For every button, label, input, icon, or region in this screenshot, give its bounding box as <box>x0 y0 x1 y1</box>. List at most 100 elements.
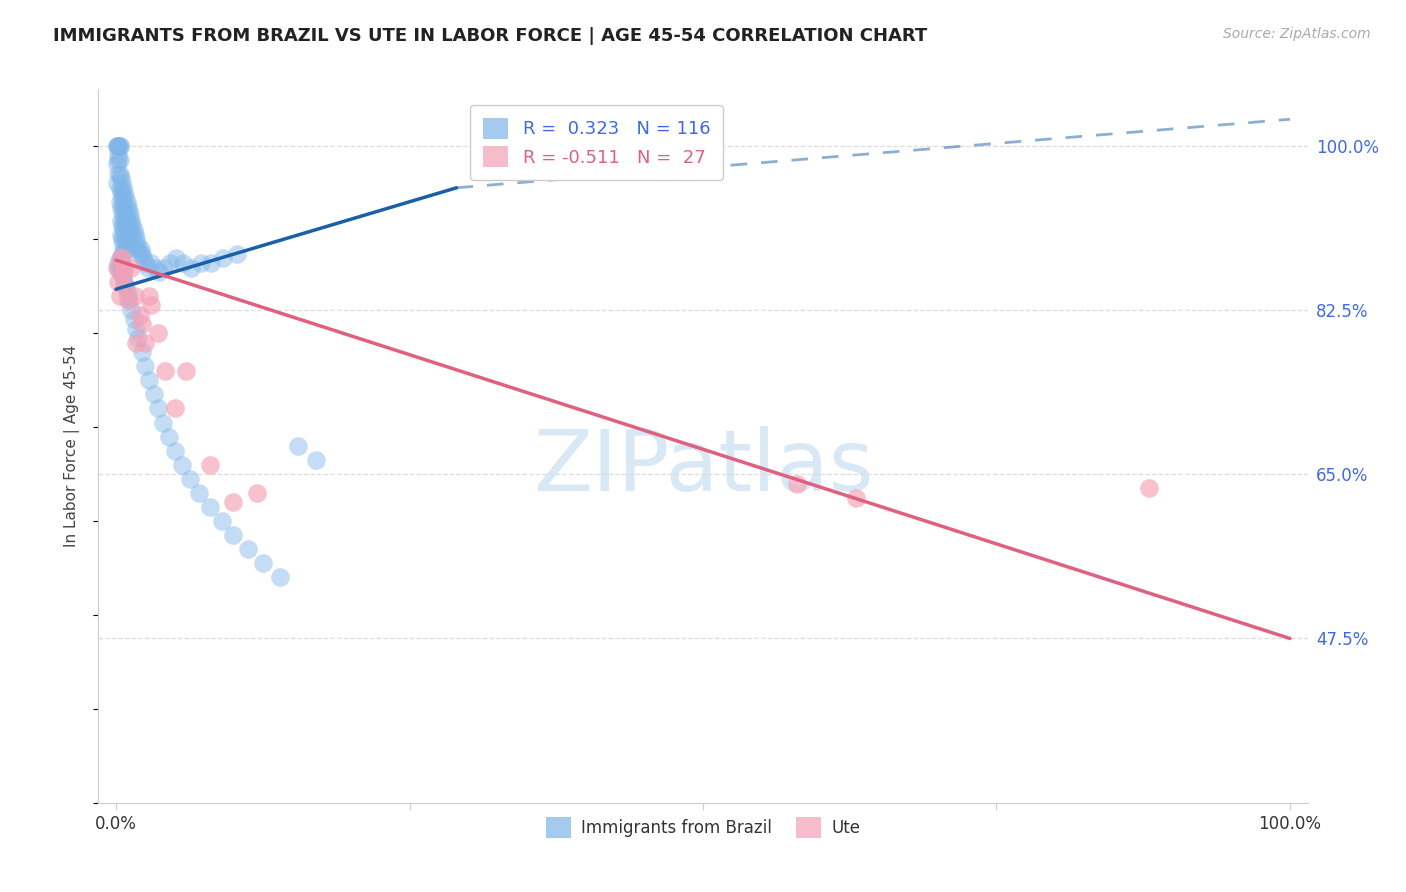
Point <box>114 279 136 293</box>
Text: Source: ZipAtlas.com: Source: ZipAtlas.com <box>1223 27 1371 41</box>
Point <box>114 232 136 246</box>
Point <box>107 138 129 153</box>
Point <box>129 242 152 256</box>
Point <box>117 200 139 214</box>
Point <box>136 260 159 275</box>
Point <box>112 200 135 214</box>
Point <box>115 194 138 209</box>
Point <box>107 153 129 167</box>
Point <box>117 293 139 308</box>
Point <box>128 246 150 260</box>
Point <box>112 260 135 275</box>
Point <box>236 542 259 557</box>
Point <box>112 213 135 227</box>
Point <box>110 227 132 242</box>
Point <box>138 289 160 303</box>
Point <box>148 401 170 416</box>
Point <box>112 270 135 285</box>
Point <box>112 181 135 195</box>
Point <box>124 289 146 303</box>
Point <box>114 190 136 204</box>
Point <box>120 213 142 227</box>
Point <box>108 138 131 153</box>
Point <box>180 260 202 275</box>
Point <box>108 289 131 303</box>
Point <box>107 275 129 289</box>
Point <box>159 256 181 270</box>
Point <box>111 260 134 275</box>
Point <box>118 293 141 308</box>
Point <box>122 237 145 252</box>
Point <box>115 209 138 223</box>
Point <box>114 219 136 233</box>
Point <box>112 186 135 200</box>
Point <box>111 232 134 246</box>
Point <box>115 284 138 298</box>
Point <box>110 200 132 214</box>
Point <box>107 167 129 181</box>
Point <box>120 223 142 237</box>
Point <box>131 345 153 359</box>
Point <box>114 279 136 293</box>
Point <box>157 429 180 443</box>
Point <box>105 138 128 153</box>
Point <box>121 219 143 233</box>
Point <box>110 256 132 270</box>
Point <box>138 373 160 387</box>
Point <box>125 335 148 350</box>
Point <box>117 242 139 256</box>
Point <box>112 209 135 223</box>
Point <box>152 416 174 430</box>
Point <box>134 335 156 350</box>
Point <box>117 213 139 227</box>
Point <box>110 171 132 186</box>
Point <box>176 364 198 378</box>
Point <box>108 153 131 167</box>
Point <box>112 194 135 209</box>
Point <box>190 256 212 270</box>
Point <box>127 237 149 252</box>
Point <box>112 227 135 242</box>
Point <box>111 176 134 190</box>
Point <box>1137 481 1160 495</box>
Point <box>212 251 235 265</box>
Point <box>111 265 134 279</box>
Point <box>148 265 170 279</box>
Point <box>163 443 186 458</box>
Point <box>163 401 186 416</box>
Point <box>105 157 128 171</box>
Point <box>114 204 136 219</box>
Point <box>125 232 148 246</box>
Point <box>111 246 134 260</box>
Point <box>107 138 129 153</box>
Point <box>287 439 309 453</box>
Point <box>110 213 132 227</box>
Point <box>304 453 326 467</box>
Point <box>222 495 245 509</box>
Point <box>120 260 142 275</box>
Point <box>107 256 129 270</box>
Point <box>105 176 128 190</box>
Point <box>127 242 149 256</box>
Point <box>125 321 148 335</box>
Point <box>128 308 150 322</box>
Point <box>845 491 868 505</box>
Text: IMMIGRANTS FROM BRAZIL VS UTE IN LABOR FORCE | AGE 45-54 CORRELATION CHART: IMMIGRANTS FROM BRAZIL VS UTE IN LABOR F… <box>53 27 928 45</box>
Point <box>120 302 142 317</box>
Point <box>222 528 245 542</box>
Point <box>141 298 163 312</box>
Point <box>111 219 134 233</box>
Point <box>110 251 132 265</box>
Point <box>108 138 131 153</box>
Point <box>107 148 129 162</box>
Point <box>134 256 156 270</box>
Point <box>120 227 142 242</box>
Point <box>141 256 163 270</box>
Point <box>112 223 135 237</box>
Point <box>115 237 138 252</box>
Point <box>122 312 145 326</box>
Point <box>132 251 155 265</box>
Point <box>198 458 221 472</box>
Point <box>786 476 808 491</box>
Point <box>105 260 128 275</box>
